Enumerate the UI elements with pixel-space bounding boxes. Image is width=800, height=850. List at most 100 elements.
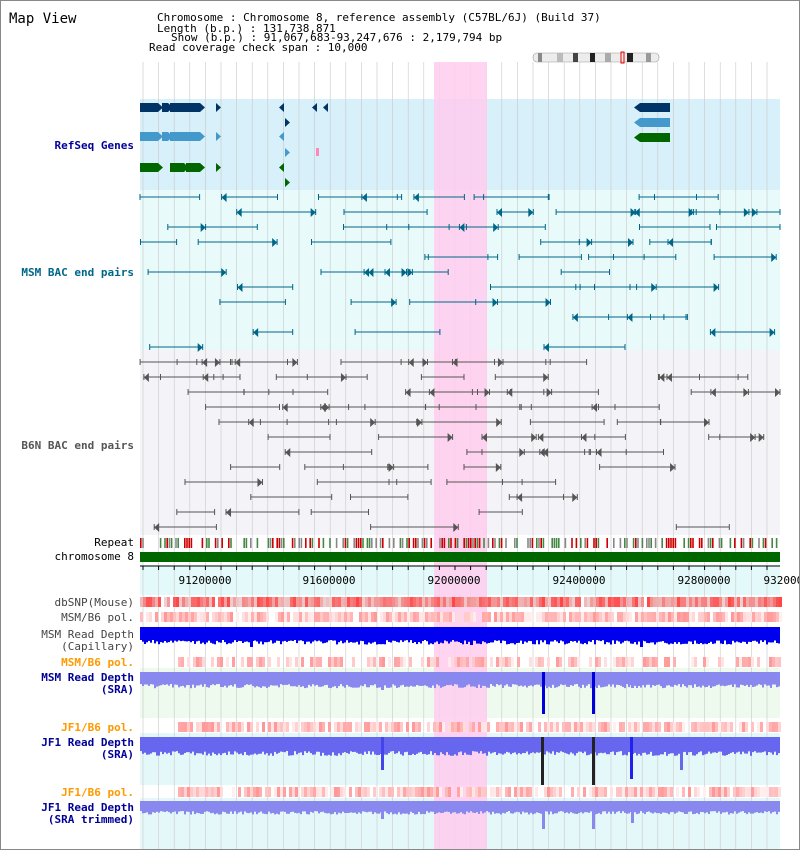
depth-bar [312,627,314,642]
heat-cell [578,597,581,607]
heat-cell [724,787,727,797]
track-label-jf1-b6-pol-1[interactable]: JF1/B6 pol. [61,721,134,734]
gene-block [140,163,158,172]
track-label-msm-b6-pol-2[interactable]: MSM/B6 pol. [61,656,134,669]
heat-cell [617,612,620,622]
depth-bar [194,672,196,688]
depth-bar [544,627,546,641]
track-label-refseq[interactable]: RefSeq Genes [55,139,134,152]
polymorphism-tracks[interactable] [140,597,782,797]
depth-bar [468,801,470,813]
depth-bar [722,737,724,756]
depth-bar [244,737,246,752]
heat-cell [433,787,436,797]
depth-bar [560,801,562,812]
heat-cell [193,657,196,667]
strand-arrow [370,418,376,427]
heat-cell [605,597,608,607]
track-label-chromosome[interactable]: chromosome 8 [55,550,134,563]
heat-cell [247,722,250,732]
depth-bar [684,801,686,814]
depth-bar [304,801,306,812]
heat-cell [727,787,730,797]
msm-bac-track[interactable] [139,193,781,352]
depth-bar [172,627,174,643]
depth-bar [344,801,346,813]
b6n-bac-track[interactable] [139,358,781,532]
track-label-dbsnp[interactable]: dbSNP(Mouse) [55,596,134,609]
depth-bar [374,627,376,642]
depth-bar [502,737,504,755]
depth-bar [650,627,652,643]
read-depth-tracks[interactable] [140,627,780,829]
heat-cell [454,722,457,732]
depth-bar [616,672,618,685]
heat-cell [752,597,755,607]
depth-bar [738,737,740,752]
depth-bar [300,801,302,815]
depth-bar [186,801,188,812]
repeat-element [650,538,652,548]
track-label-repeat[interactable]: Repeat [94,536,134,549]
track-label-jf1-depth-trimmed[interactable]: JF1 Read Depth [41,801,134,814]
depth-bar [676,737,678,756]
depth-bar [670,737,672,754]
heat-cell [604,657,607,667]
depth-bar [492,672,494,686]
depth-bar [690,672,692,686]
track-label-msm-b6-pol-1[interactable]: MSM/B6 pol. [61,611,134,624]
repeat-track[interactable] [140,538,778,548]
refseq-genes-track[interactable] [140,103,670,187]
depth-bar [302,737,304,756]
depth-bar [532,737,534,753]
depth-bar [430,672,432,688]
depth-bar [512,801,514,814]
heat-cell [308,597,311,607]
depth-bar [428,737,430,755]
depth-bar [526,801,528,813]
depth-bar [556,627,558,642]
depth-bar [494,801,496,814]
heat-cell [275,597,278,607]
heat-cell [200,612,203,622]
heat-cell [751,787,754,797]
depth-bar [396,737,398,754]
heat-cell [697,787,700,797]
track-label-jf1-b6-pol-2[interactable]: JF1/B6 pol. [61,786,134,799]
depth-bar [210,627,212,643]
depth-bar [448,672,450,686]
repeat-element [516,538,518,548]
depth-bar [524,627,526,642]
heat-cell [769,657,772,667]
heat-cell [460,787,463,797]
heat-cell [598,787,601,797]
track-label-msm-depth-capillary[interactable]: MSM Read Depth [41,628,134,641]
depth-bar [208,627,210,641]
heat-cell [250,657,253,667]
track-label-msm-bac[interactable]: MSM BAC end pairs [21,266,134,279]
repeat-element [749,538,751,548]
depth-bar [268,737,270,756]
chromosome-ideogram[interactable] [532,51,660,64]
depth-spike [631,801,634,823]
heat-cell [511,722,514,732]
track-label-msm-depth-sra[interactable]: MSM Read Depth [41,671,134,684]
length-info: Length (b.p.) : 131,738,871 [157,22,336,35]
depth-bar [482,801,484,814]
heat-cell [665,612,668,622]
depth-bar [728,672,730,686]
track-label-b6n-bac[interactable]: B6N BAC end pairs [21,439,134,452]
depth-bar [500,627,502,644]
heat-cell [217,787,220,797]
depth-bar [290,627,292,641]
depth-bar [676,672,678,686]
heat-cell [769,787,772,797]
track-label-jf1-depth-sra[interactable]: JF1 Read Depth [41,736,134,749]
heat-cell [251,612,254,622]
depth-bar [606,737,608,755]
depth-bar [306,627,308,642]
repeat-element [272,538,274,548]
depth-bar [366,627,368,645]
depth-bar [516,801,518,812]
